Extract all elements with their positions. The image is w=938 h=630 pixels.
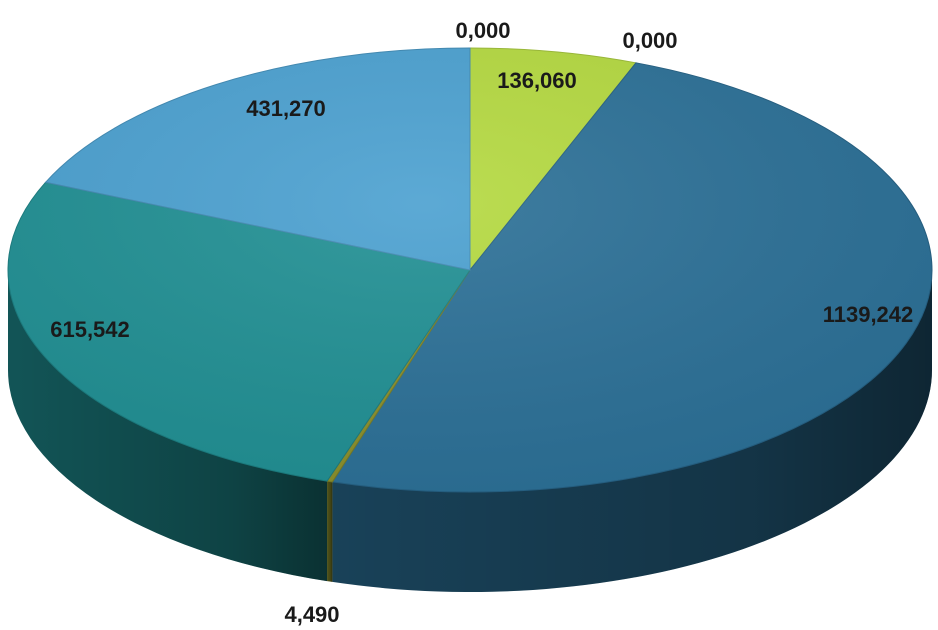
pie-side-shade-4 bbox=[327, 481, 333, 582]
pie-labels: 0,000 136,060 0,000 1139,242 4,490 615,542 431… bbox=[50, 18, 913, 627]
slice-value-label-5: 615,542 bbox=[50, 317, 130, 342]
pie-side-shade-3 bbox=[332, 270, 932, 592]
slice-value-label-3: 1139,242 bbox=[823, 302, 914, 327]
slice-value-label-1: 136,060 bbox=[497, 68, 577, 93]
pie-side-walls bbox=[8, 270, 932, 592]
pie-top-faces bbox=[7, 47, 933, 493]
slice-value-label-0: 0,000 bbox=[455, 18, 510, 43]
slice-value-label-2: 0,000 bbox=[622, 28, 677, 53]
slice-value-label-6: 431,270 bbox=[246, 96, 326, 121]
slice-value-label-4: 4,490 bbox=[284, 602, 339, 627]
pie-top-gloss bbox=[8, 48, 932, 492]
pie-side-shade-5 bbox=[8, 270, 328, 582]
